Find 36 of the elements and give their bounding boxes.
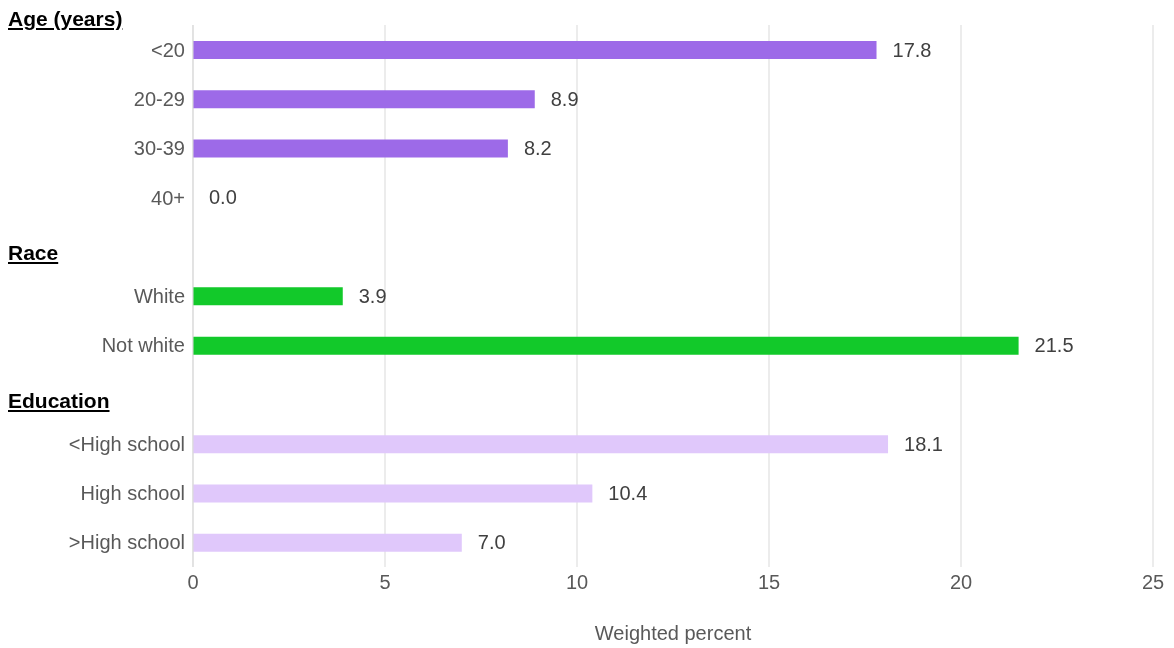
bar [193,90,535,109]
data-label: 21.5 [1034,334,1074,357]
text: Education [8,388,110,413]
y-tick-label: White [133,285,185,308]
x-tick-label: 0 [187,571,199,594]
y-tick-label: Not white [101,334,185,357]
x-tick-label: 25 [1141,571,1165,594]
x-tick-label: 15 [757,571,781,594]
y-tick-label: <High school [68,432,185,455]
data-label: 0.0 [209,186,237,209]
data-label: 7.0 [477,531,506,554]
y-tick-label: 20-29 [133,88,185,111]
x-tick-label: 5 [379,571,391,594]
data-label: 8.2 [523,137,552,160]
y-tick-label: 30-39 [133,137,185,160]
bar [193,139,508,158]
text: Age (years) [8,7,123,32]
y-tick-label: >High school [68,531,185,554]
y-tick-label: 40+ [151,186,185,209]
bar [193,484,593,503]
data-label: 18.1 [904,432,943,455]
x-axis-title: Weighted percent [594,622,752,644]
x-tick-label: 20 [949,571,973,594]
bar [193,435,889,454]
data-label: 8.9 [550,87,579,110]
data-label: 10.4 [608,482,648,505]
data-label: 3.9 [358,285,387,307]
y-tick-label: <20 [151,38,185,61]
bar [193,41,877,59]
y-tick-label: High school [80,482,185,505]
data-label: 17.8 [892,38,932,61]
bar [193,533,462,552]
x-tick-label: 10 [565,571,589,594]
text: Race [8,241,59,266]
bar [193,287,343,306]
bar [193,336,1019,355]
